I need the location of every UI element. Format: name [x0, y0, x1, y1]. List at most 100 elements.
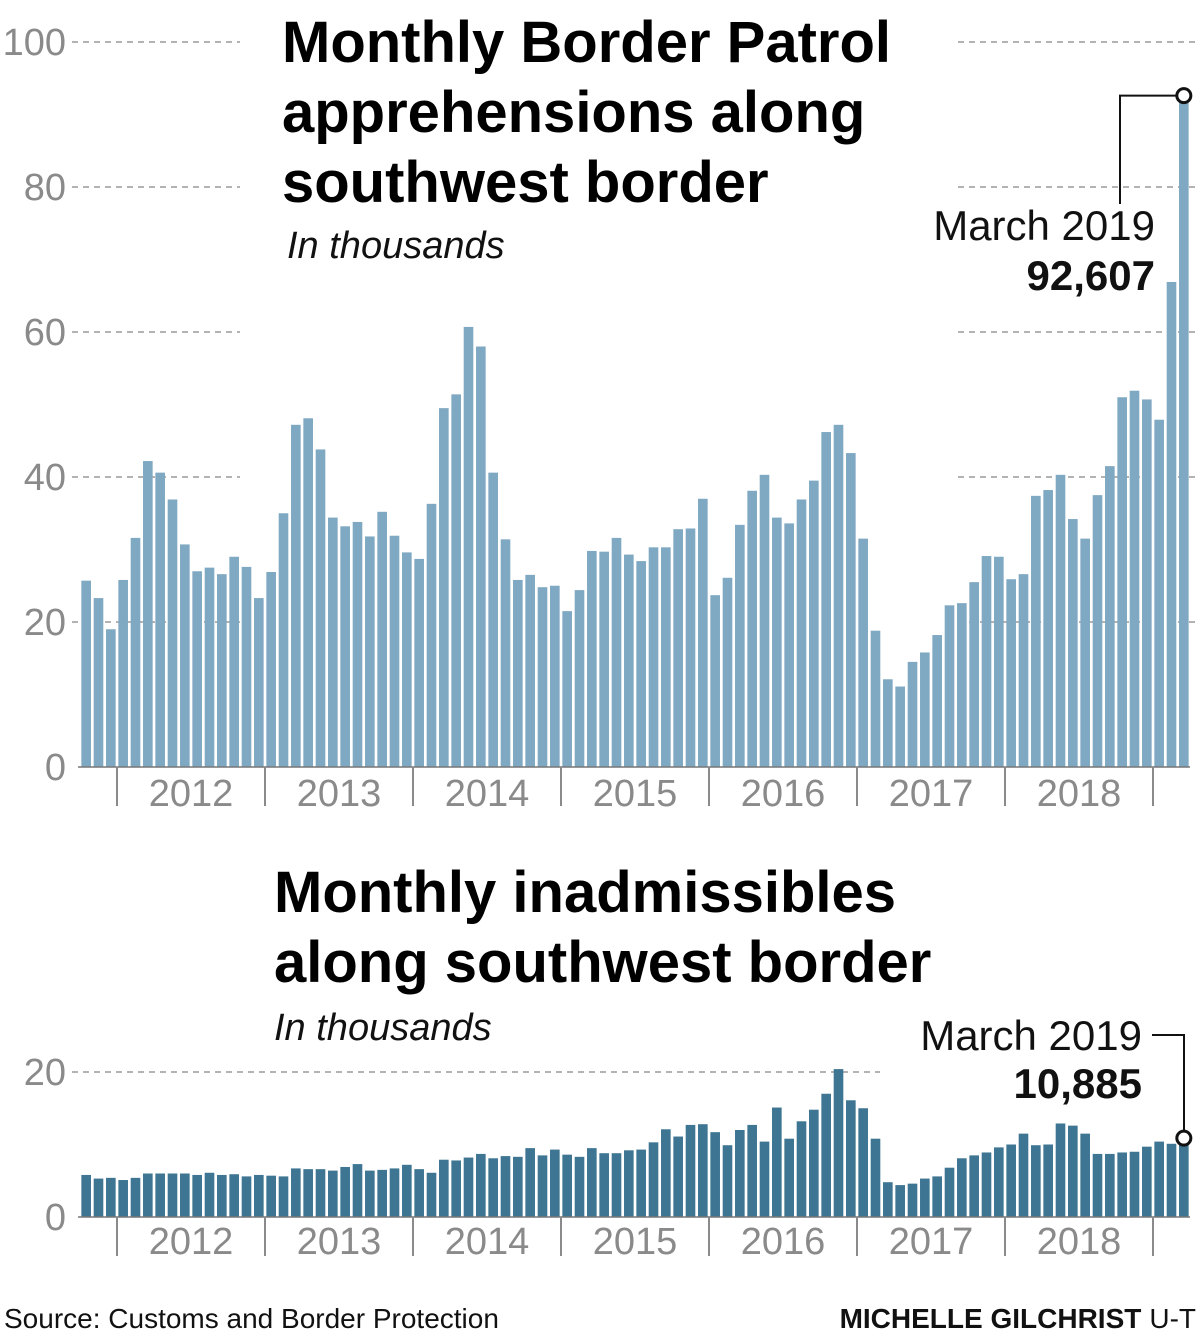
credit-org: U-T	[1149, 1303, 1196, 1334]
bar	[241, 566, 252, 767]
bar	[624, 554, 634, 767]
x-tick-label: 2016	[741, 773, 826, 815]
bar	[698, 1124, 708, 1217]
bar	[500, 539, 511, 767]
x-tick-label: 2015	[593, 773, 678, 815]
bar	[229, 556, 239, 767]
bar	[562, 611, 572, 768]
annotation-value: 92,607	[1027, 252, 1155, 299]
bar	[426, 1172, 437, 1217]
bar-series	[81, 1069, 1189, 1218]
bar	[907, 661, 918, 768]
bar	[981, 1152, 992, 1217]
bar	[192, 1174, 202, 1217]
bar	[599, 551, 609, 767]
bar	[328, 1170, 338, 1217]
bar	[932, 1176, 942, 1217]
bar	[1166, 1143, 1177, 1217]
annotation-date: March 2019	[933, 202, 1155, 249]
bar	[661, 1129, 671, 1217]
bar	[81, 1174, 91, 1217]
chart-title: Monthly inadmissibles along southwest bo…	[274, 860, 931, 1049]
bar	[1068, 1125, 1078, 1217]
bar	[352, 521, 363, 767]
y-axis-ticks: 0 20	[24, 1052, 66, 1239]
bar	[1105, 1153, 1115, 1217]
annotation-marker	[1175, 87, 1193, 105]
bar	[907, 1183, 918, 1217]
bar	[550, 585, 560, 767]
bar	[735, 524, 745, 767]
bar	[254, 598, 264, 767]
annotation-leader	[1119, 94, 1176, 204]
bar	[796, 499, 807, 767]
x-tick-label: 2013	[297, 1221, 382, 1263]
bar	[722, 1145, 733, 1217]
bar	[673, 1136, 683, 1217]
bar	[1129, 390, 1140, 767]
bar	[118, 579, 128, 767]
bar	[204, 567, 215, 768]
bar	[1142, 399, 1152, 767]
bar	[1080, 538, 1090, 768]
bar	[513, 1156, 523, 1217]
bar	[1142, 1146, 1152, 1217]
bar	[93, 598, 104, 767]
bar	[550, 1149, 560, 1217]
bar	[1080, 1133, 1090, 1218]
bar	[747, 490, 757, 767]
bar	[229, 1174, 239, 1217]
x-tick-label: 2013	[297, 773, 382, 815]
bar	[809, 480, 819, 768]
bar	[562, 1154, 572, 1217]
x-tick-label: 2016	[741, 1221, 826, 1263]
bar	[858, 1108, 868, 1217]
bar	[1006, 1144, 1016, 1217]
bar	[1105, 466, 1115, 768]
title-line: apprehensions along	[282, 80, 865, 145]
y-tick-label: 100	[3, 22, 66, 64]
bar	[303, 418, 313, 767]
bar	[180, 1173, 190, 1217]
bar	[476, 346, 486, 767]
bar	[969, 1155, 979, 1218]
source-text: Source: Customs and Border Protection	[4, 1303, 499, 1334]
bar	[994, 1147, 1004, 1217]
bar	[673, 529, 683, 767]
bar	[106, 629, 116, 767]
bar	[1031, 495, 1041, 767]
bar	[402, 552, 412, 767]
bar	[106, 1177, 116, 1217]
bar	[328, 517, 338, 767]
bar	[1129, 1151, 1140, 1217]
bar	[278, 1176, 289, 1217]
title-line: southwest border	[282, 150, 769, 215]
bar	[241, 1176, 252, 1217]
bar	[130, 1177, 141, 1217]
y-tick-label: 0	[45, 1197, 66, 1239]
inadmissibles-chart: 0 20 2012 2013 2014 2015 2016 2017 2018 March 2…	[24, 860, 1193, 1263]
x-tick-label: 2014	[445, 773, 530, 815]
bar	[352, 1164, 363, 1217]
bar	[969, 582, 979, 768]
bar	[143, 1173, 153, 1217]
bar	[537, 587, 548, 767]
bar	[525, 574, 535, 768]
bar	[130, 537, 141, 767]
bar	[155, 472, 165, 767]
bar	[611, 1153, 622, 1217]
bar	[1043, 490, 1053, 767]
bar	[833, 424, 844, 767]
bar	[846, 1100, 856, 1217]
bar	[513, 579, 523, 767]
bar	[772, 1107, 782, 1217]
y-tick-label: 60	[24, 312, 66, 354]
bar	[365, 536, 375, 767]
bar	[192, 571, 202, 767]
bar	[611, 537, 622, 767]
y-tick-label: 20	[24, 602, 66, 644]
bar	[944, 605, 955, 767]
bar	[463, 1157, 474, 1217]
